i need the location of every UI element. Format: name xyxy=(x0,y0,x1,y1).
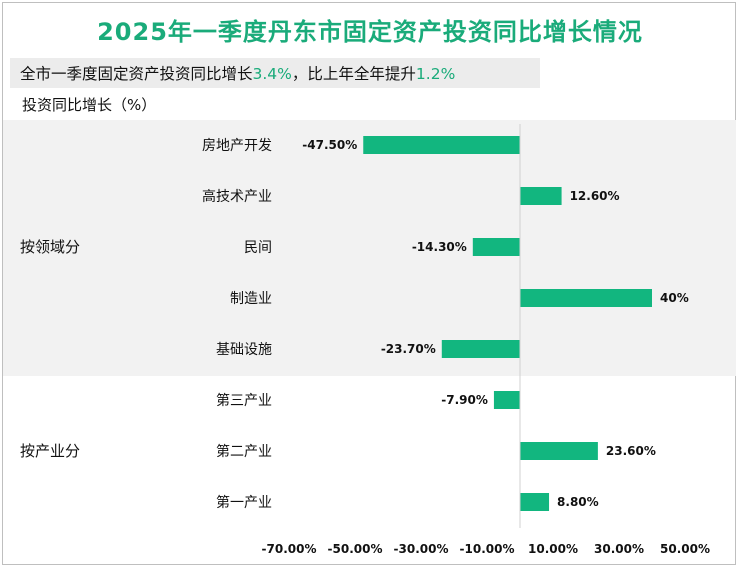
data-label: -14.30% xyxy=(412,240,467,254)
bar xyxy=(472,238,520,256)
data-label: 12.60% xyxy=(570,189,620,203)
x-tick-label: -30.00% xyxy=(394,542,449,556)
category-label: 制造业 xyxy=(230,291,272,307)
subtitle-middle: ，比上年全年提升 xyxy=(291,65,416,83)
bar xyxy=(520,493,550,511)
chart-title: 2025年一季度丹东市固定资产投资同比增长情况 xyxy=(97,18,643,46)
group-label: 按领域分 xyxy=(20,238,80,256)
chart-subtitle: 全市一季度固定资产投资同比增长3.4%，比上年全年提升1.2% xyxy=(20,62,455,84)
category-label: 第三产业 xyxy=(216,392,272,409)
subtitle-prefix: 全市一季度固定资产投资同比增长 xyxy=(20,65,253,83)
category-label: 高技术产业 xyxy=(202,188,272,205)
data-label: -23.70% xyxy=(381,342,436,356)
bar xyxy=(520,289,652,307)
subtitle-box xyxy=(10,58,540,88)
subtitle-value-growth: 3.4% xyxy=(252,65,292,83)
category-label: 基础设施 xyxy=(216,341,272,358)
bar xyxy=(441,340,520,358)
x-tick-label: -70.00% xyxy=(262,542,317,556)
group-band-domain xyxy=(3,120,736,376)
category-label: 民间 xyxy=(244,240,272,256)
category-label: 房地产开发 xyxy=(202,138,272,154)
data-label: 23.60% xyxy=(606,444,656,458)
bar xyxy=(493,391,520,409)
data-label: -47.50% xyxy=(302,138,357,152)
category-label: 第一产业 xyxy=(216,494,272,511)
x-tick-label: 30.00% xyxy=(594,542,644,556)
bar xyxy=(520,442,598,460)
bar xyxy=(363,136,520,154)
x-tick-label: 50.00% xyxy=(660,542,710,556)
data-label: 8.80% xyxy=(557,495,599,509)
axis-unit-label: 投资同比增长（%） xyxy=(22,96,157,114)
x-tick-label: -10.00% xyxy=(460,542,515,556)
subtitle-value-increase: 1.2% xyxy=(415,65,456,83)
data-label: -7.90% xyxy=(441,393,488,407)
x-tick-label: 10.00% xyxy=(528,542,578,556)
bar xyxy=(520,187,562,205)
category-label: 第二产业 xyxy=(216,443,272,460)
x-tick-label: -50.00% xyxy=(328,542,383,556)
data-label: 40% xyxy=(660,291,689,305)
group-label: 按产业分 xyxy=(20,442,80,460)
